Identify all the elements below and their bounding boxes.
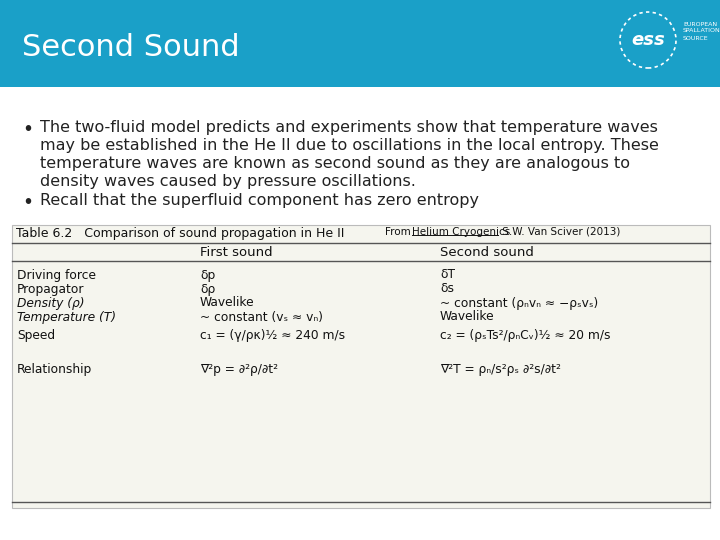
Text: Density (ρ): Density (ρ) [17,296,84,309]
Text: δT: δT [440,268,455,281]
Text: EUROPEAN
SPALLATION
SOURCE: EUROPEAN SPALLATION SOURCE [683,22,720,40]
Text: c₂ = (ρₛTs²/ρₙCᵥ)½ ≈ 20 m/s: c₂ = (ρₛTs²/ρₙCᵥ)½ ≈ 20 m/s [440,328,611,341]
Text: Helium Cryogenics: Helium Cryogenics [412,227,510,237]
Text: Speed: Speed [17,328,55,341]
Text: Wavelike: Wavelike [200,296,255,309]
Text: Driving force: Driving force [17,268,96,281]
Text: δp: δp [200,268,215,281]
Text: First sound: First sound [200,246,273,259]
Text: Propagator: Propagator [17,282,84,295]
Text: c₁ = (γ/ρκ)½ ≈ 240 m/s: c₁ = (γ/ρκ)½ ≈ 240 m/s [200,328,345,341]
Text: From: From [385,227,414,237]
Text: δs: δs [440,282,454,295]
Text: may be established in the He II due to oscillations in the local entropy. These: may be established in the He II due to o… [40,138,659,153]
Text: ∇²p = ∂²ρ/∂t²: ∇²p = ∂²ρ/∂t² [200,362,278,375]
Text: S.W. Van Sciver (2013): S.W. Van Sciver (2013) [499,227,621,237]
Text: Temperature (T): Temperature (T) [17,310,116,323]
Text: ~ constant (ρₙvₙ ≈ −ρₛvₛ): ~ constant (ρₙvₙ ≈ −ρₛvₛ) [440,296,598,309]
Text: δρ: δρ [200,282,215,295]
Text: Recall that the superfluid component has zero entropy: Recall that the superfluid component has… [40,193,479,208]
FancyBboxPatch shape [12,225,710,508]
Text: Wavelike: Wavelike [440,310,495,323]
Text: ∇²T = ρₙ/s²ρₛ ∂²s/∂t²: ∇²T = ρₙ/s²ρₛ ∂²s/∂t² [440,362,561,375]
Text: ~ constant (vₛ ≈ vₙ): ~ constant (vₛ ≈ vₙ) [200,310,323,323]
Text: Table 6.2   Comparison of sound propagation in He II: Table 6.2 Comparison of sound propagatio… [16,227,344,240]
Text: •: • [22,193,33,212]
FancyBboxPatch shape [0,87,720,540]
Text: Relationship: Relationship [17,362,92,375]
FancyBboxPatch shape [0,77,720,87]
Text: temperature waves are known as second sound as they are analogous to: temperature waves are known as second so… [40,156,630,171]
Text: •: • [22,120,33,139]
Text: The two-fluid model predicts and experiments show that temperature waves: The two-fluid model predicts and experim… [40,120,658,135]
Text: density waves caused by pressure oscillations.: density waves caused by pressure oscilla… [40,174,416,189]
Text: ess: ess [631,31,665,49]
Text: Second Sound: Second Sound [22,33,240,63]
Text: Second sound: Second sound [440,246,534,259]
FancyBboxPatch shape [0,0,720,80]
